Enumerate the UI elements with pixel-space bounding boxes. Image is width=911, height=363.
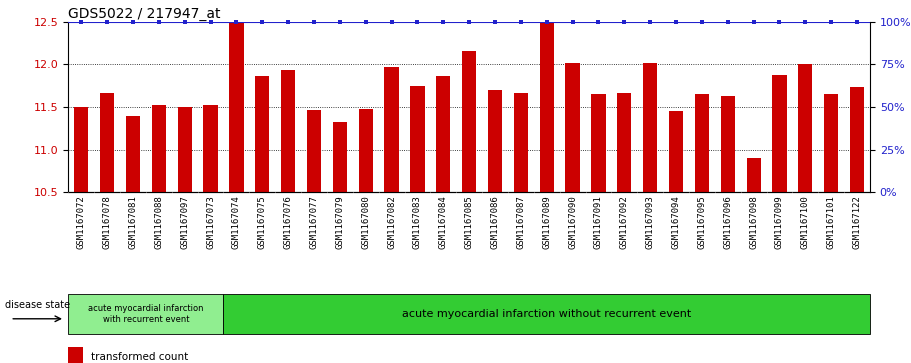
Text: GSM1167083: GSM1167083: [413, 195, 422, 249]
Text: GSM1167088: GSM1167088: [154, 195, 163, 249]
Bar: [178, 107, 192, 192]
Text: GSM1167082: GSM1167082: [387, 195, 396, 249]
Bar: [591, 94, 606, 192]
Text: GSM1167093: GSM1167093: [646, 195, 655, 249]
Text: GSM1167084: GSM1167084: [439, 195, 448, 249]
Text: disease state: disease state: [5, 300, 70, 310]
Bar: [514, 93, 528, 192]
Bar: [539, 22, 554, 192]
Bar: [798, 64, 813, 192]
Bar: [68, 347, 83, 363]
Bar: [255, 76, 270, 192]
Bar: [721, 96, 735, 192]
Text: GSM1167096: GSM1167096: [723, 195, 732, 249]
Bar: [68, 294, 223, 334]
Text: GSM1167092: GSM1167092: [619, 195, 629, 249]
Bar: [566, 63, 579, 192]
Bar: [281, 70, 295, 192]
Bar: [203, 105, 218, 192]
Text: GSM1167081: GSM1167081: [128, 195, 138, 249]
Text: GSM1167078: GSM1167078: [103, 195, 112, 249]
Bar: [850, 87, 865, 192]
Text: transformed count: transformed count: [91, 352, 188, 363]
Bar: [669, 111, 683, 192]
Bar: [746, 158, 761, 192]
Bar: [643, 63, 658, 192]
Text: GSM1167087: GSM1167087: [517, 195, 526, 249]
Bar: [436, 76, 450, 192]
Bar: [695, 94, 709, 192]
Text: GSM1167080: GSM1167080: [362, 195, 370, 249]
Text: GSM1167095: GSM1167095: [698, 195, 706, 249]
Text: GSM1167091: GSM1167091: [594, 195, 603, 249]
Bar: [384, 67, 399, 192]
Text: GSM1167094: GSM1167094: [671, 195, 681, 249]
Bar: [126, 115, 140, 192]
Text: GSM1167100: GSM1167100: [801, 195, 810, 249]
Text: GSM1167122: GSM1167122: [853, 195, 862, 249]
Text: GSM1167074: GSM1167074: [232, 195, 241, 249]
Text: GSM1167073: GSM1167073: [206, 195, 215, 249]
Text: GSM1167099: GSM1167099: [775, 195, 784, 249]
Bar: [410, 86, 425, 192]
Text: GSM1167075: GSM1167075: [258, 195, 267, 249]
Bar: [152, 105, 166, 192]
Bar: [488, 90, 502, 192]
Bar: [230, 22, 243, 192]
Bar: [307, 110, 321, 192]
Bar: [333, 122, 347, 192]
Bar: [100, 93, 114, 192]
Text: GSM1167097: GSM1167097: [180, 195, 189, 249]
Text: acute myocardial infarction without recurrent event: acute myocardial infarction without recu…: [402, 309, 691, 319]
Text: GSM1167090: GSM1167090: [568, 195, 577, 249]
Text: GSM1167072: GSM1167072: [77, 195, 86, 249]
Text: GSM1167079: GSM1167079: [335, 195, 344, 249]
Text: GSM1167101: GSM1167101: [826, 195, 835, 249]
Text: GSM1167089: GSM1167089: [542, 195, 551, 249]
Text: GDS5022 / 217947_at: GDS5022 / 217947_at: [68, 7, 220, 21]
Text: GSM1167098: GSM1167098: [749, 195, 758, 249]
Bar: [223, 294, 870, 334]
Bar: [773, 75, 786, 192]
Text: GSM1167076: GSM1167076: [283, 195, 292, 249]
Text: GSM1167086: GSM1167086: [490, 195, 499, 249]
Bar: [74, 107, 88, 192]
Text: GSM1167077: GSM1167077: [310, 195, 319, 249]
Text: GSM1167085: GSM1167085: [465, 195, 474, 249]
Text: acute myocardial infarction
with recurrent event: acute myocardial infarction with recurre…: [88, 304, 204, 324]
Bar: [462, 51, 476, 192]
Bar: [359, 109, 373, 192]
Bar: [824, 94, 838, 192]
Bar: [618, 93, 631, 192]
